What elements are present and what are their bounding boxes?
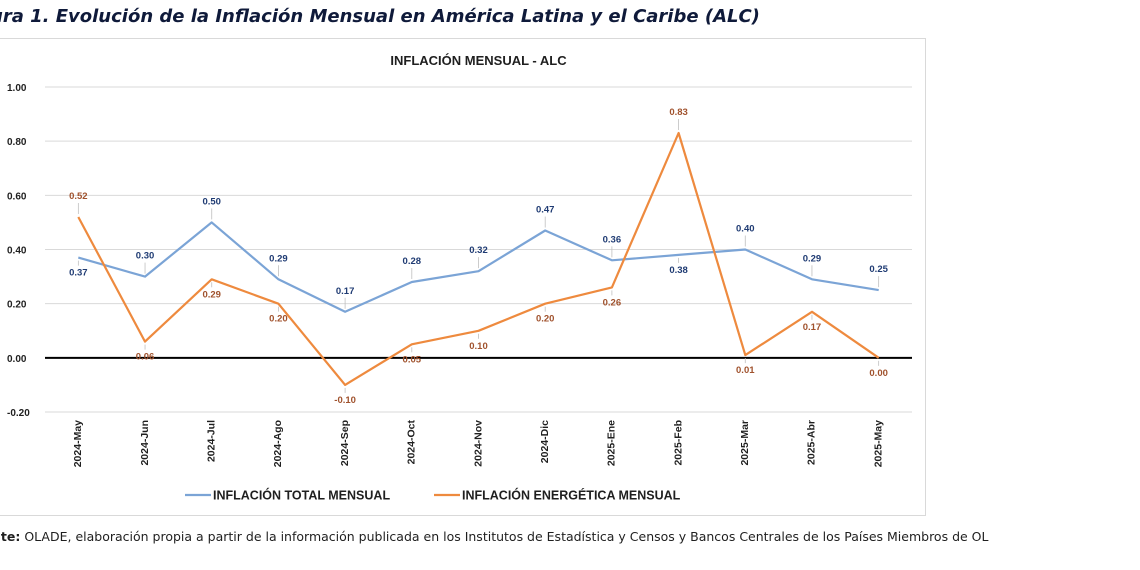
x-tick-label: 2024-Oct <box>406 419 418 464</box>
data-label-energy: 0.05 <box>403 354 422 365</box>
data-label-total: 0.40 <box>736 224 755 235</box>
legend-label-energy: INFLACIÓN ENERGÉTICA MENSUAL <box>462 488 681 503</box>
data-label-total: 0.29 <box>803 253 822 264</box>
data-label-total: 0.25 <box>869 264 888 275</box>
y-tick-label: 0.80 <box>7 137 27 148</box>
y-tick-label: -0.20 <box>7 408 30 419</box>
y-tick-label: 1.00 <box>7 83 27 94</box>
legend-label-total: INFLACIÓN TOTAL MENSUAL <box>213 488 390 503</box>
x-tick-label: 2024-May <box>72 420 84 467</box>
data-label-total: 0.50 <box>202 196 221 207</box>
data-label-total: 0.17 <box>336 286 355 297</box>
x-tick-label: 2025-Mar <box>739 420 751 466</box>
source-note: nte: OLADE, elaboración propia a partir … <box>0 529 988 544</box>
y-tick-label: 0.60 <box>7 191 27 202</box>
data-label-total: 0.36 <box>603 234 622 245</box>
data-label-total: 0.38 <box>669 265 688 276</box>
figure-title: ura 1. Evolución de la Inflación Mensual… <box>0 6 760 27</box>
y-tick-label: 0.40 <box>7 246 27 257</box>
x-tick-label: 2024-Dic <box>539 420 551 463</box>
data-label-energy: 0.06 <box>136 352 155 363</box>
data-label-energy: 0.17 <box>803 322 822 333</box>
y-tick-label: 0.20 <box>7 300 27 311</box>
chart-title: INFLACIÓN MENSUAL - ALC <box>390 53 567 68</box>
series-line-energy <box>77 131 880 386</box>
data-label-total: 0.30 <box>136 251 155 262</box>
data-label-total: 0.28 <box>403 256 422 267</box>
x-tick-label: 2024-Sep <box>339 420 351 466</box>
data-label-energy: 0.10 <box>469 341 488 352</box>
data-label-energy: 0.20 <box>536 314 555 325</box>
x-tick-label: 2024-Jul <box>206 420 218 462</box>
x-tick-label: 2025-May <box>872 420 884 467</box>
data-label-energy: 0.52 <box>69 191 88 202</box>
data-label-energy: 0.20 <box>269 314 288 325</box>
chart-container: INFLACIÓN MENSUAL - ALC -0.20 0.00 0.20 0.40… <box>0 38 926 516</box>
data-label-energy: 0.01 <box>736 365 755 376</box>
x-tick-label: 2025-Abr <box>806 420 818 465</box>
line-chart: INFLACIÓN MENSUAL - ALC -0.20 0.00 0.20 0.40… <box>7 53 912 503</box>
series-line-total <box>77 221 879 313</box>
data-label-energy: 0.00 <box>869 368 888 379</box>
data-label-total: 0.32 <box>469 245 488 256</box>
data-label-energy: 0.29 <box>202 289 221 300</box>
data-label-total: 0.29 <box>269 253 288 264</box>
x-tick-label: 2024-Nov <box>472 420 484 467</box>
x-tick-label: 2025-Feb <box>672 420 684 466</box>
source-text: OLADE, elaboración propia a partir de la… <box>20 529 989 544</box>
source-label: nte: <box>0 529 21 544</box>
data-label-total: 0.47 <box>536 205 555 216</box>
y-tick-label: 0.00 <box>7 354 27 365</box>
data-label-total: 0.37 <box>69 268 88 279</box>
x-tick-label: 2024-Ago <box>272 420 284 467</box>
x-tick-label: 2025-Ene <box>606 420 618 466</box>
data-label-energy: -0.10 <box>334 395 356 406</box>
x-tick-label: 2024-Jun <box>139 420 151 466</box>
data-label-energy: 0.83 <box>669 107 688 118</box>
data-label-energy: 0.26 <box>603 297 622 308</box>
